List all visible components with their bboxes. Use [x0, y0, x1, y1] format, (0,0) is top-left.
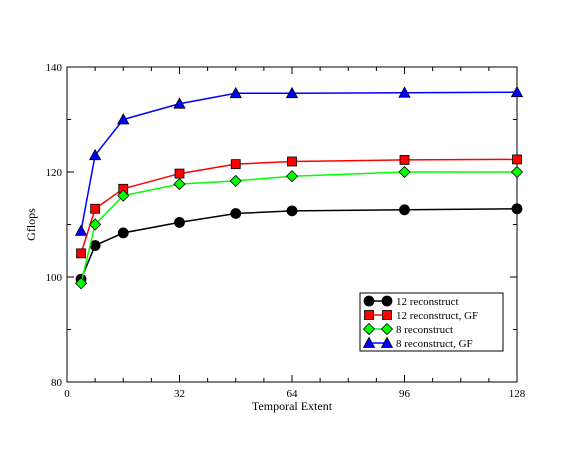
- y-tick-label: 100: [46, 272, 63, 284]
- x-tick-label: 0: [64, 388, 70, 400]
- series-line: [80, 171, 517, 284]
- legend-entry: 8 reconstruct, GF: [362, 336, 473, 350]
- data-point: [117, 189, 130, 202]
- series-4: [74, 85, 524, 236]
- data-point: [117, 227, 129, 239]
- data-point: [74, 277, 88, 290]
- legend-marker: [382, 310, 392, 320]
- data-point: [285, 86, 299, 99]
- data-point: [117, 113, 130, 125]
- x-tick-label: 96: [399, 388, 411, 400]
- y-tick-label: 80: [51, 377, 63, 389]
- legend-label: 12 reconstruct: [396, 296, 459, 308]
- data-point: [173, 178, 186, 191]
- data-point: [229, 86, 242, 99]
- series-layer: [74, 85, 524, 290]
- legend-marker: [381, 295, 393, 307]
- legend-marker: [380, 322, 394, 336]
- data-point: [230, 159, 241, 170]
- x-tick-label: 32: [174, 388, 185, 400]
- data-point: [287, 156, 297, 167]
- data-point: [399, 204, 410, 216]
- legend-label: 8 reconstruct, GF: [396, 338, 473, 350]
- data-point: [398, 165, 411, 179]
- series-line: [80, 208, 518, 280]
- data-point: [510, 165, 524, 179]
- data-point: [90, 203, 101, 214]
- x-axis-label: Temporal Extent: [252, 399, 333, 413]
- data-point: [399, 155, 410, 165]
- y-tick-label: 140: [46, 62, 63, 74]
- x-tick-label: 64: [287, 388, 299, 400]
- legend-marker: [362, 322, 376, 336]
- legend-marker: [363, 295, 375, 307]
- data-point: [398, 86, 411, 98]
- data-point: [74, 224, 88, 236]
- legend-entry: 12 reconstruct, GF: [364, 310, 478, 322]
- data-point: [286, 205, 298, 217]
- legend: 12 reconstruct 12 reconstruct, GF 8 recons…: [359, 292, 504, 352]
- data-point: [174, 216, 185, 228]
- data-point: [174, 168, 185, 179]
- data-point: [285, 170, 299, 183]
- data-point: [230, 208, 242, 219]
- legend-entry: 12 reconstruct: [363, 295, 459, 308]
- data-point: [512, 154, 522, 165]
- legend-label: 12 reconstruct, GF: [396, 310, 478, 322]
- series-1: [75, 203, 523, 285]
- legend-marker: [380, 336, 394, 348]
- series-line: [80, 158, 518, 254]
- legend-entry: 8 reconstruct: [362, 322, 453, 336]
- legend-marker: [364, 310, 374, 320]
- data-point: [511, 203, 523, 215]
- axis-ticks: 0 32 64 96 128 80 100 120 140: [46, 62, 526, 400]
- legend-marker: [362, 336, 376, 348]
- y-tick-label: 120: [46, 167, 63, 179]
- series-2: [76, 154, 522, 259]
- series-line: [80, 91, 518, 231]
- data-point: [229, 174, 242, 187]
- data-point: [89, 218, 102, 231]
- series-3: [74, 165, 524, 290]
- x-tick-label: 128: [509, 388, 526, 400]
- y-axis-label: Gflops: [24, 208, 38, 241]
- legend-label: 8 reconstruct: [396, 324, 453, 336]
- data-point: [173, 97, 186, 109]
- data-point: [510, 85, 524, 98]
- data-point: [88, 148, 102, 161]
- data-point: [76, 248, 86, 259]
